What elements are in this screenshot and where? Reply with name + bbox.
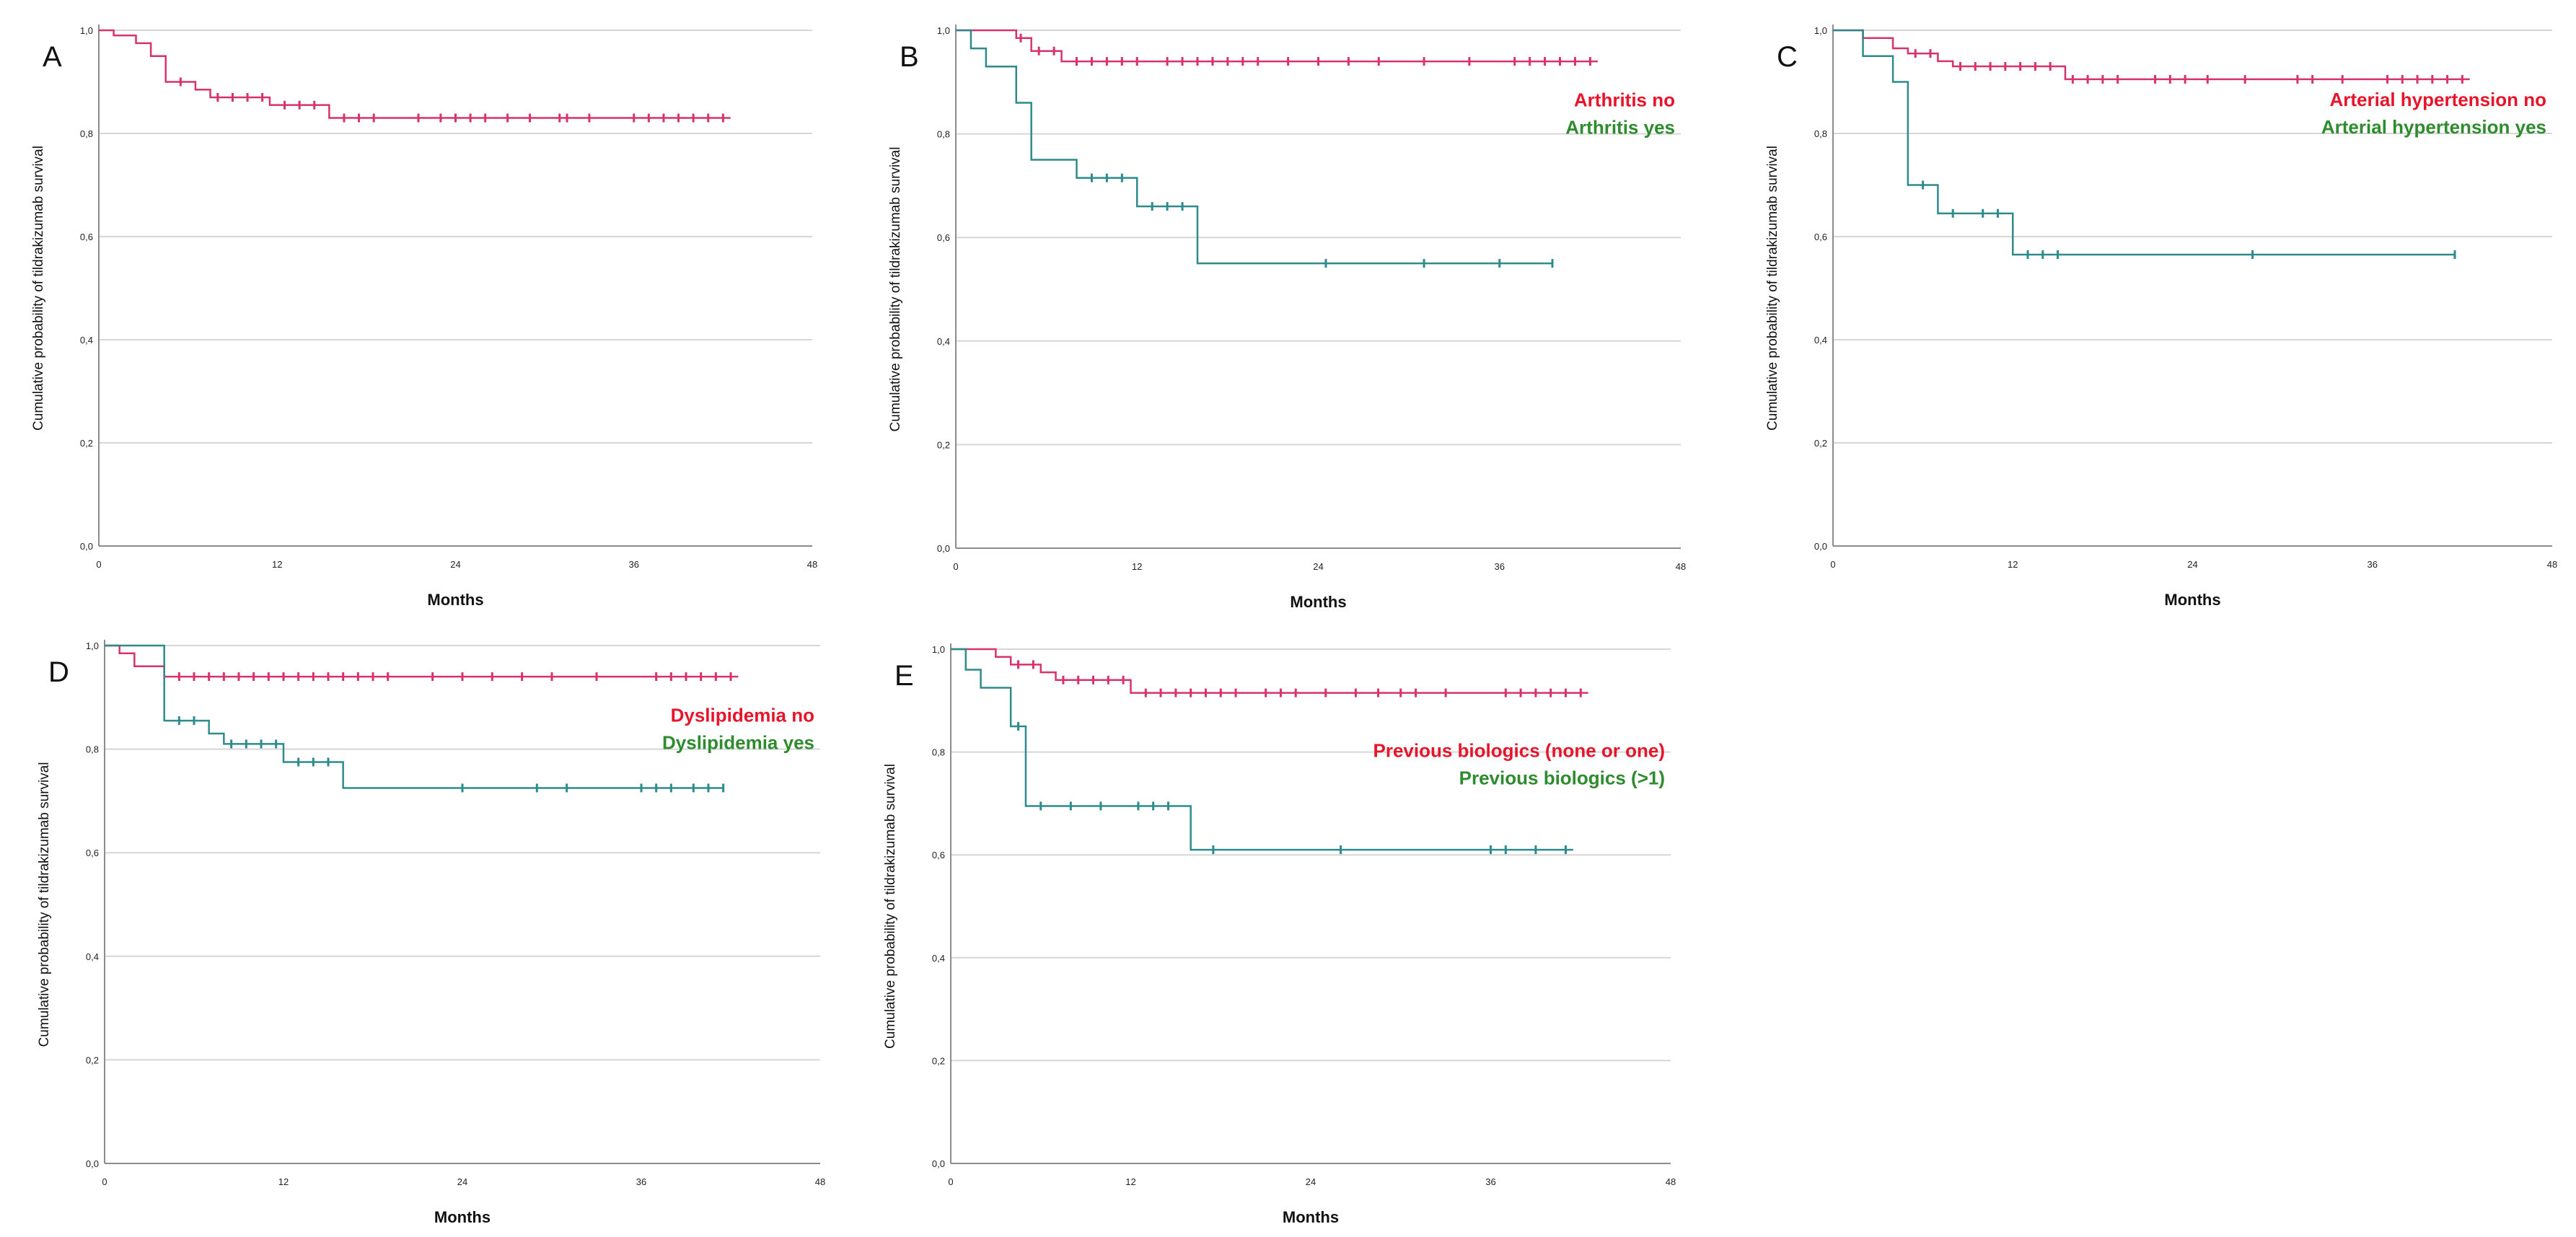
- survival-curve: [951, 648, 1573, 851]
- y-tick-label: 0,0: [932, 1158, 945, 1169]
- survival-curve: [1833, 29, 2455, 256]
- y-tick-label: 0,4: [937, 336, 950, 347]
- y-tick-label: 0,8: [937, 129, 950, 140]
- legend-entry: Arterial hypertension yes: [2321, 116, 2546, 138]
- y-tick-label: 0,2: [86, 1055, 99, 1065]
- survival-curve: [105, 644, 724, 789]
- y-tick-label: 0,6: [86, 848, 99, 858]
- y-tick-label: 0,0: [80, 541, 93, 552]
- x-tick-label: 36: [636, 1176, 646, 1187]
- y-tick-label: 0,4: [932, 953, 945, 964]
- legend-entry: Dyslipidemia yes: [662, 732, 814, 754]
- x-axis-label: Months: [434, 1208, 491, 1226]
- y-axis-label: Cumulative probability of tildrakizumab …: [31, 146, 46, 431]
- legend-entry: Dyslipidemia no: [671, 705, 814, 726]
- y-tick-label: 0,4: [1814, 335, 1827, 345]
- y-axis-label: Cumulative probability of tildrakizumab …: [883, 764, 898, 1049]
- x-tick-label: 48: [1676, 561, 1686, 572]
- y-tick-label: 0,0: [937, 543, 950, 554]
- legend-entry: Previous biologics (>1): [1459, 767, 1665, 789]
- panel-letter: E: [894, 660, 914, 692]
- panel-d: 0,0 0,2 0,4 0,6 0,8 1,0 0 12 24 36 48 Months Cumulat…: [37, 640, 825, 1226]
- y-axis-label: Cumulative probability of tildrakizumab …: [1765, 146, 1780, 431]
- y-tick-label: 0,0: [86, 1158, 99, 1169]
- y-tick-label: 1,0: [80, 25, 93, 36]
- x-tick-label: 36: [1495, 561, 1505, 572]
- panel-a: 0,0 0,2 0,4 0,6 0,8 1,0 0 12 24 36 48 Months Cumulat…: [31, 25, 817, 609]
- y-tick-label: 1,0: [86, 640, 99, 651]
- legend-entry: Arterial hypertension no: [2330, 89, 2547, 110]
- y-tick-label: 0,0: [1814, 541, 1827, 552]
- x-tick-label: 36: [629, 559, 639, 570]
- x-tick-label: 0: [948, 1176, 953, 1187]
- y-tick-label: 0,4: [80, 335, 93, 345]
- panel-e: 0,0 0,2 0,4 0,6 0,8 1,0 0 12 24 36 48 Months Cumulat…: [883, 643, 1676, 1226]
- panel-c: 0,0 0,2 0,4 0,6 0,8 1,0 0 12 24 36 48 Months Cumulat…: [1765, 25, 2557, 609]
- y-tick-label: 0,8: [1814, 128, 1827, 139]
- x-tick-label: 36: [2368, 559, 2378, 570]
- x-tick-label: 0: [102, 1176, 107, 1187]
- y-tick-label: 0,2: [932, 1055, 945, 1066]
- x-tick-label: 24: [1313, 561, 1323, 572]
- x-tick-label: 0: [1830, 559, 1835, 570]
- x-tick-label: 48: [815, 1176, 825, 1187]
- x-tick-label: 36: [1485, 1176, 1495, 1187]
- panel-letter: C: [1777, 41, 1798, 73]
- y-tick-label: 0,6: [937, 232, 950, 243]
- y-tick-label: 0,4: [86, 951, 99, 962]
- x-axis-label: Months: [1283, 1208, 1339, 1226]
- y-tick-label: 0,8: [932, 747, 945, 758]
- x-axis-label: Months: [1290, 593, 1346, 611]
- y-tick-label: 0,8: [80, 128, 93, 139]
- x-tick-label: 12: [272, 559, 282, 570]
- legend-entry: Arthritis yes: [1565, 117, 1675, 138]
- x-tick-label: 24: [2187, 559, 2197, 570]
- y-tick-label: 1,0: [932, 644, 945, 655]
- panel-b: 0,0 0,2 0,4 0,6 0,8 1,0 0 12 24 36 48 Months Cumulat…: [888, 25, 1686, 611]
- y-tick-label: 0,2: [1814, 438, 1827, 449]
- x-tick-label: 0: [953, 561, 958, 572]
- y-axis-label: Cumulative probability of tildrakizumab …: [888, 147, 903, 432]
- x-tick-label: 48: [807, 559, 817, 570]
- y-tick-label: 1,0: [937, 25, 950, 36]
- x-tick-label: 12: [1132, 561, 1142, 572]
- x-axis-label: Months: [427, 591, 483, 609]
- x-tick-label: 24: [457, 1176, 467, 1187]
- survival-curve: [1833, 29, 2470, 81]
- x-tick-label: 48: [2547, 559, 2557, 570]
- x-tick-label: 24: [1306, 1176, 1316, 1187]
- survival-curve: [951, 648, 1588, 694]
- y-tick-label: 0,6: [80, 232, 93, 242]
- x-tick-label: 12: [2008, 559, 2018, 570]
- x-tick-label: 0: [96, 559, 101, 570]
- x-tick-label: 12: [278, 1176, 289, 1187]
- y-axis-label: Cumulative probability of tildrakizumab …: [37, 762, 52, 1047]
- x-tick-label: 24: [450, 559, 460, 570]
- legend-entry: Previous biologics (none or one): [1373, 740, 1666, 762]
- panel-letter: A: [43, 41, 62, 73]
- y-tick-label: 0,2: [937, 439, 950, 450]
- x-tick-label: 12: [1125, 1176, 1135, 1187]
- y-tick-label: 1,0: [1814, 25, 1827, 36]
- panel-letter: B: [900, 41, 919, 73]
- y-tick-label: 0,6: [932, 850, 945, 860]
- x-tick-label: 48: [1666, 1176, 1676, 1187]
- panel-letter: D: [48, 656, 69, 688]
- y-tick-label: 0,6: [1814, 232, 1827, 242]
- survival-curve: [956, 29, 1598, 63]
- y-tick-label: 0,2: [80, 438, 93, 449]
- y-tick-label: 0,8: [86, 744, 99, 755]
- x-axis-label: Months: [2164, 591, 2220, 609]
- legend-entry: Arthritis no: [1574, 89, 1675, 111]
